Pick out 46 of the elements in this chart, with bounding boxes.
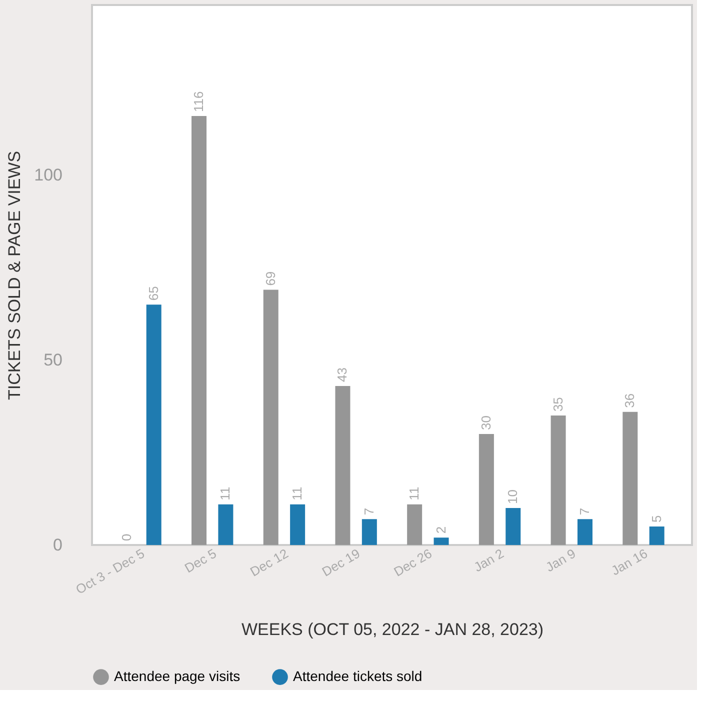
data-label: 69 [262,271,278,286]
x-tick-label: Dec 19 [319,546,363,580]
data-label: 5 [648,515,664,523]
data-label: 35 [550,397,566,412]
bar [434,538,449,545]
data-label: 7 [361,508,376,516]
data-label: 11 [406,486,422,500]
data-label: 36 [622,393,638,408]
legend-label: Attendee page visits [114,668,240,684]
data-label: 30 [478,416,494,430]
y-tick-label: 0 [53,536,62,554]
x-tick-label: Dec 26 [391,546,434,580]
data-label: 43 [334,367,350,382]
bar [290,504,306,545]
data-label: 116 [191,91,206,112]
bar [649,526,664,545]
bar [146,304,162,545]
bar [362,519,377,545]
data-label: 0 [119,534,134,541]
legend-label: Attendee tickets sold [293,668,422,684]
x-tick-label: Jan 16 [608,546,650,578]
bar [478,434,494,545]
data-label: 11 [218,486,233,500]
bar [506,508,521,545]
data-label: 10 [505,490,520,504]
bar [218,504,234,545]
y-tick-label: 100 [34,166,62,185]
data-label: 2 [433,526,448,534]
x-tick-label: Dec 12 [248,546,291,580]
data-label: 65 [146,286,161,301]
data-label: 7 [576,508,592,516]
bar [192,116,207,545]
x-axis-title: WEEKS (OCT 05, 2022 - JAN 28, 2023) [241,620,544,640]
bar [263,290,278,545]
x-tick-label: Dec 5 [182,546,219,576]
bar [622,412,638,545]
y-tick-label: 50 [44,350,62,370]
bar [550,416,566,545]
data-label: 11 [290,486,305,500]
bar [407,504,422,545]
y-axis-title: TICKETS SOLD & PAGE VIEWS [5,150,24,400]
bar [577,519,592,545]
bar [335,386,350,545]
x-tick-label: Jan 9 [543,546,578,575]
x-tick-label: Oct 3 - Dec 5 [73,546,148,598]
x-tick-label: Jan 2 [471,546,506,575]
